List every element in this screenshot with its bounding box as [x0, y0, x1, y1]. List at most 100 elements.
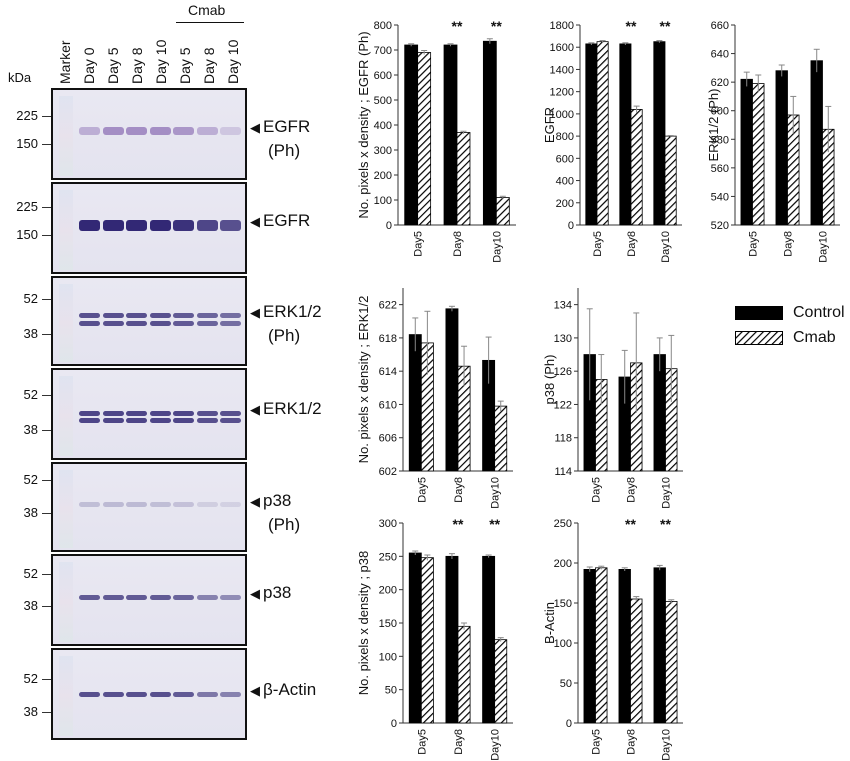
y-tick-label: 134 [554, 300, 572, 312]
bar-control [619, 43, 632, 226]
protein-band [149, 313, 171, 319]
significance-marker: ** [453, 516, 464, 532]
y-tick-label: 600 [556, 153, 574, 165]
protein-band [196, 219, 218, 231]
protein-name: p38 [263, 490, 292, 510]
y-tick-label: 200 [556, 198, 574, 210]
bar-control [618, 569, 631, 724]
mw-tick [42, 513, 51, 515]
protein-label: ◀ p38 [250, 491, 291, 511]
y-tick-label: 1200 [550, 87, 574, 99]
mw-label: 225 [16, 198, 38, 214]
legend-control-label: Control [793, 304, 845, 321]
y-tick-label: 400 [556, 176, 574, 188]
protein-label: ◀ EGFR [250, 117, 310, 137]
mw-tick [42, 712, 51, 714]
protein-name: EGFR [263, 117, 311, 137]
protein-band [149, 502, 171, 507]
bar-cmab [752, 83, 765, 226]
protein-band [102, 594, 124, 600]
y-tick-label: 400 [374, 120, 392, 132]
significance-marker: ** [660, 516, 671, 532]
protein-band [196, 313, 218, 319]
protein-band [173, 502, 194, 507]
protein-band [173, 219, 194, 231]
protein-band [196, 418, 218, 424]
y-tick-label: 600 [711, 106, 729, 118]
bar-cmab [456, 132, 471, 226]
protein-band [102, 313, 124, 319]
significance-marker: ** [626, 18, 637, 34]
x-tick-label: Day10 [661, 477, 673, 509]
y-tick-label: 250 [554, 518, 572, 530]
protein-band [79, 313, 100, 319]
bar-control [653, 41, 666, 226]
protein-band [149, 127, 171, 136]
mw-label: 52 [23, 291, 38, 307]
mw-label: 52 [23, 671, 38, 687]
cmab-group-label: Cmab [188, 2, 226, 18]
x-tick-label: Day10 [490, 729, 502, 761]
protein-band [220, 410, 241, 416]
x-tick-label: Day8 [453, 477, 465, 503]
y-axis-label: No. pixels x density ; p38 [356, 551, 371, 696]
significance-marker: ** [491, 18, 502, 34]
y-tick-label: 300 [374, 145, 392, 157]
y-tick-label: 0 [391, 718, 397, 730]
y-tick-label: 118 [554, 433, 572, 445]
bar-cmab [420, 557, 434, 724]
bar-cmab [664, 135, 677, 226]
protein-band [173, 594, 194, 600]
arrow-left-icon: ◀ [250, 120, 260, 136]
legend-cmab-swatch [735, 331, 783, 345]
protein-band [126, 219, 147, 231]
bar-cmab [630, 598, 643, 724]
x-tick-label: Day8 [626, 231, 638, 257]
y-tick-label: 640 [711, 49, 729, 61]
y-tick-label: 1600 [550, 42, 574, 54]
mw-tick [42, 299, 51, 301]
x-tick-label: Day10 [818, 231, 830, 263]
protein-band [196, 502, 218, 507]
x-tick-label: Day5 [591, 477, 603, 503]
y-tick-label: 800 [556, 131, 574, 143]
y-tick-label: 100 [374, 195, 392, 207]
y-tick-label: 0 [568, 220, 574, 232]
protein-label: ◀ β-Actin [250, 680, 316, 700]
arrow-left-icon: ◀ [250, 493, 260, 509]
x-tick-label: Day8 [626, 477, 638, 503]
arrow-left-icon: ◀ [250, 304, 260, 320]
y-tick-label: 1000 [550, 109, 574, 121]
mw-tick [42, 206, 51, 208]
marker-lane [59, 562, 73, 642]
protein-band [126, 502, 147, 507]
protein-label: ◀ p38 [250, 583, 291, 603]
bar-control [445, 555, 459, 724]
protein-band [79, 320, 100, 326]
y-tick-label: 250 [379, 551, 397, 563]
protein-band [196, 320, 218, 326]
protein-band [220, 219, 241, 231]
protein-band [79, 691, 100, 697]
mw-label: 38 [23, 505, 38, 521]
mw-label: 52 [23, 566, 38, 582]
bar-control [404, 44, 419, 226]
protein-band [126, 127, 147, 136]
protein-band [102, 320, 124, 326]
bar-control [740, 78, 753, 226]
mw-tick [42, 235, 51, 237]
bar-cmab [495, 197, 510, 226]
protein-band [126, 320, 147, 326]
blot-panel [51, 88, 247, 180]
protein-band [196, 410, 218, 416]
protein-band [149, 320, 171, 326]
marker-lane [59, 190, 73, 270]
protein-band [173, 320, 194, 326]
bar-control [445, 308, 459, 472]
significance-marker: ** [489, 516, 500, 532]
protein-band [173, 418, 194, 424]
bar-control [653, 567, 666, 724]
bar-control [443, 44, 458, 226]
protein-band [79, 594, 100, 600]
